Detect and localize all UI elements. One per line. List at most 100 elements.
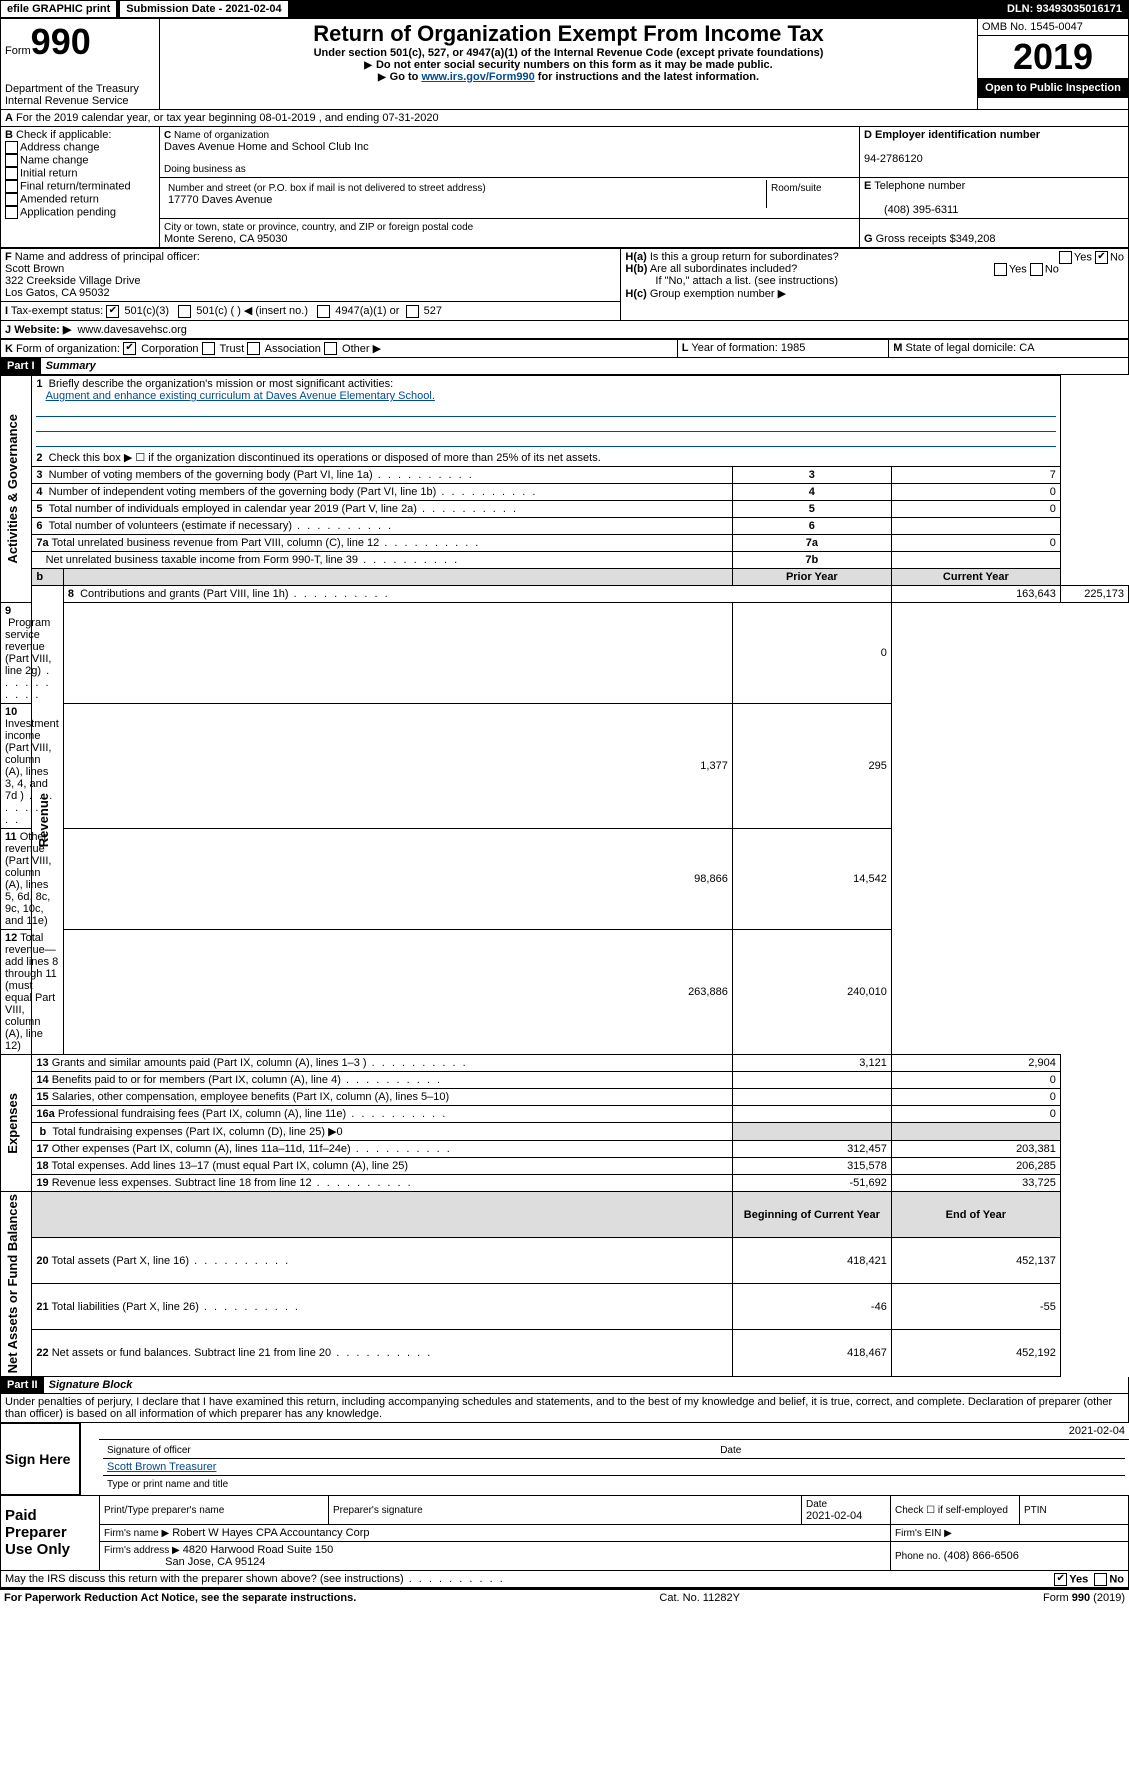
col-end: End of Year xyxy=(891,1192,1060,1238)
footer: For Paperwork Reduction Act Notice, see … xyxy=(0,1588,1129,1606)
hb-yes-cb[interactable] xyxy=(994,263,1007,276)
app-pending-cb[interactable] xyxy=(5,206,18,219)
501c-cb[interactable] xyxy=(178,305,191,318)
initial-return: Initial return xyxy=(20,167,77,179)
officer-addr2: Los Gatos, CA 95032 xyxy=(5,287,110,299)
org-name-label: Name of organization xyxy=(174,130,269,141)
r10-c: 295 xyxy=(732,704,891,829)
sig-officer-label: Signature of officer xyxy=(107,1445,191,1456)
r16b-t: Total fundraising expenses (Part IX, col… xyxy=(52,1126,342,1138)
r8-p: 163,643 xyxy=(891,586,1060,603)
officer-addr1: 322 Creekside Village Drive xyxy=(5,275,141,287)
other-cb[interactable] xyxy=(324,342,337,355)
r6-n: 6 xyxy=(36,520,42,532)
topbar: efile GRAPHIC print Submission Date - 20… xyxy=(0,0,1129,18)
city-label: City or town, state or province, country… xyxy=(164,222,473,233)
r6-b: 6 xyxy=(732,518,891,535)
r14-p xyxy=(732,1072,891,1089)
r4-v: 0 xyxy=(891,484,1060,501)
r4-t: Number of independent voting members of … xyxy=(49,486,538,498)
efile-button[interactable]: efile GRAPHIC print xyxy=(1,1,116,17)
ha-no-cb[interactable] xyxy=(1095,251,1108,264)
street-label: Number and street (or P.O. box if mail i… xyxy=(168,183,486,194)
r7a-b: 7a xyxy=(732,535,891,552)
addr-change-cb[interactable] xyxy=(5,141,18,154)
dln: DLN: 93493035016171 xyxy=(1001,1,1128,17)
initial-return-cb[interactable] xyxy=(5,167,18,180)
other: Other ▶ xyxy=(342,343,381,355)
r4-b: 4 xyxy=(732,484,891,501)
domicile-label: State of legal domicile: xyxy=(906,342,1017,354)
firm-addr-label: Firm's address ▶ xyxy=(104,1545,180,1556)
r19-p: -51,692 xyxy=(732,1175,891,1192)
period-row: A For the 2019 calendar year, or tax yea… xyxy=(0,110,1129,126)
r15-n: 15 xyxy=(36,1091,48,1103)
side-revenue: Revenue xyxy=(36,793,51,847)
discuss-yes-cb[interactable] xyxy=(1054,1573,1067,1586)
r18-c: 206,285 xyxy=(891,1158,1060,1175)
501c: 501(c) ( ) ◀ (insert no.) xyxy=(196,305,308,317)
r13-c: 2,904 xyxy=(891,1055,1060,1072)
city: Monte Sereno, CA 95030 xyxy=(164,233,288,245)
r18-t: Total expenses. Add lines 13–17 (must eq… xyxy=(52,1160,408,1172)
r21-p: -46 xyxy=(732,1284,891,1330)
firm-name: Robert W Hayes CPA Accountancy Corp xyxy=(172,1527,369,1539)
discuss-text: May the IRS discuss this return with the… xyxy=(5,1573,505,1585)
room-label: Room/suite xyxy=(771,183,822,194)
r20-p: 418,421 xyxy=(732,1238,891,1284)
r20-n: 20 xyxy=(36,1255,48,1267)
assoc-cb[interactable] xyxy=(247,342,260,355)
r19-t: Revenue less expenses. Subtract line 18 … xyxy=(52,1177,413,1189)
r11-p: 98,866 xyxy=(63,829,732,930)
r18-p: 315,578 xyxy=(732,1158,891,1175)
form-number: 990 xyxy=(31,21,91,62)
r14-t: Benefits paid to or for members (Part IX… xyxy=(52,1074,442,1086)
r16a-t: Professional fundraising fees (Part IX, … xyxy=(58,1108,448,1120)
r8-c: 225,173 xyxy=(1060,586,1128,603)
r3-t: Number of voting members of the governin… xyxy=(49,469,474,481)
open-to-public: Open to Public Inspection xyxy=(978,78,1128,98)
501c3-cb[interactable] xyxy=(106,305,119,318)
4947-cb[interactable] xyxy=(317,305,330,318)
entity-block: B Check if applicable: Address change Na… xyxy=(0,126,1129,248)
r15-c: 0 xyxy=(891,1089,1060,1106)
firm-name-label: Firm's name ▶ xyxy=(104,1528,169,1539)
r15-p xyxy=(732,1089,891,1106)
hb-yes: Yes xyxy=(1009,263,1027,275)
prep-name-label: Print/Type preparer's name xyxy=(104,1505,224,1516)
name-change-cb[interactable] xyxy=(5,154,18,167)
instr-ssn: Do not enter social security numbers on … xyxy=(164,59,973,71)
ha-yes-cb[interactable] xyxy=(1059,251,1072,264)
col-begin: Beginning of Current Year xyxy=(732,1192,891,1238)
r11-c: 14,542 xyxy=(732,829,891,930)
r16a-p xyxy=(732,1106,891,1123)
footer-left: For Paperwork Reduction Act Notice, see … xyxy=(4,1592,356,1604)
form-subtitle: Under section 501(c), 527, or 4947(a)(1)… xyxy=(164,47,973,59)
discuss-no-cb[interactable] xyxy=(1094,1573,1107,1586)
r3-n: 3 xyxy=(36,469,42,481)
irs-link[interactable]: www.irs.gov/Form990 xyxy=(421,71,534,83)
street: 17770 Daves Avenue xyxy=(168,194,272,206)
amended-cb[interactable] xyxy=(5,193,18,206)
final-return-cb[interactable] xyxy=(5,180,18,193)
officer-name: Scott Brown xyxy=(5,263,64,275)
final-return: Final return/terminated xyxy=(20,180,131,192)
trust-cb[interactable] xyxy=(202,342,215,355)
r22-c: 452,192 xyxy=(891,1330,1060,1376)
corp-cb[interactable] xyxy=(123,342,136,355)
side-activities: Activities & Governance xyxy=(5,414,20,564)
hc-label: Group exemption number ▶ xyxy=(650,288,786,300)
website-label: Website: ▶ xyxy=(14,324,71,336)
r22-p: 418,467 xyxy=(732,1330,891,1376)
ha-yes: Yes xyxy=(1074,251,1092,263)
year-form: 1985 xyxy=(781,342,805,354)
r7a-n: 7a xyxy=(36,537,48,549)
hb-no-cb[interactable] xyxy=(1030,263,1043,276)
gross-value: 349,208 xyxy=(956,233,996,245)
klm-block: K Form of organization: Corporation Trus… xyxy=(0,339,1129,359)
r5-v: 0 xyxy=(891,501,1060,518)
org-name: Daves Avenue Home and School Club Inc xyxy=(164,141,369,153)
r16b-c xyxy=(891,1123,1060,1141)
submission-date: Submission Date - 2021-02-04 xyxy=(120,1,287,17)
527-cb[interactable] xyxy=(406,305,419,318)
